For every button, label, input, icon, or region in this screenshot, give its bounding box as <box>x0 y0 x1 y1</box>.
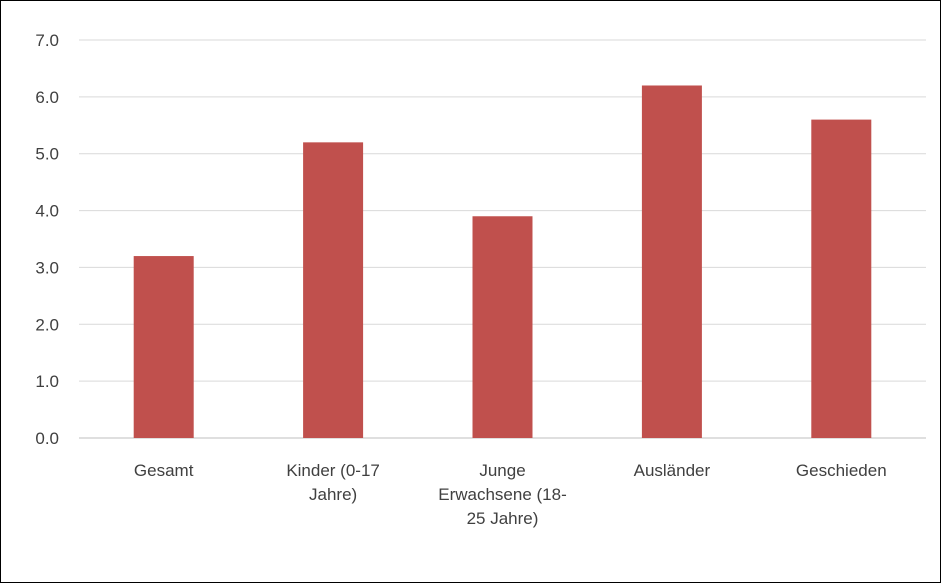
bar <box>303 142 364 439</box>
y-tick-label: 3.0 <box>35 258 59 277</box>
y-tick-label: 0.0 <box>35 429 59 448</box>
bar <box>811 119 872 438</box>
x-category-label: Junge Erwachsene (18-25 Jahre) <box>438 461 567 528</box>
y-tick-label: 2.0 <box>35 315 59 334</box>
y-tick-label: 6.0 <box>35 88 59 107</box>
x-category-label: Kinder (0-17 Jahre) <box>286 461 380 504</box>
bar <box>472 216 533 438</box>
x-axis-labels: Gesamt Kinder (0-17 Jahre) Junge Erwachsene … <box>134 461 887 528</box>
x-category-label: Geschieden <box>796 461 887 480</box>
y-tick-label: 1.0 <box>35 372 59 391</box>
y-tick-label: 4.0 <box>35 202 59 221</box>
y-tick-label: 5.0 <box>35 145 59 164</box>
x-category-label: Ausländer <box>634 461 711 480</box>
bars <box>133 85 872 439</box>
x-category-label: Gesamt <box>134 461 194 480</box>
bar <box>641 85 702 438</box>
y-tick-label: 7.0 <box>35 31 59 50</box>
bar <box>133 256 194 438</box>
y-axis-ticks: 0.0 1.0 2.0 3.0 4.0 5.0 6.0 7.0 <box>35 31 59 448</box>
